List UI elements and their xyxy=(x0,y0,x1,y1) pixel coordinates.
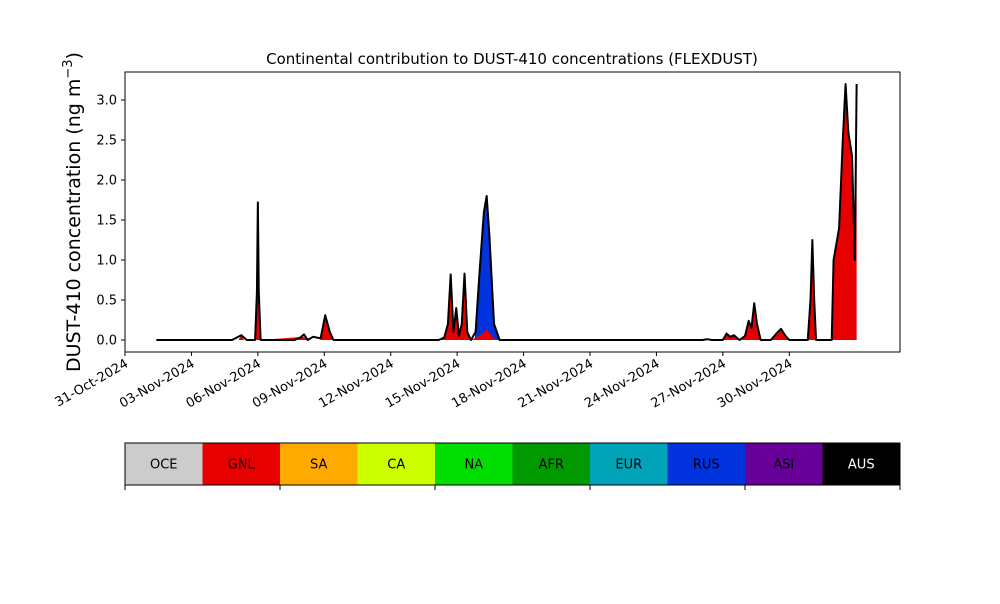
legend-label-ca: CA xyxy=(387,458,405,473)
legend-label-aus: AUS xyxy=(848,458,875,473)
legend-swatch-afr xyxy=(512,443,590,485)
y-tick-label: 3.0 xyxy=(96,94,117,109)
legend-swatch-rus xyxy=(667,443,745,485)
legend-swatch-asi xyxy=(745,443,823,485)
y-axis-label-close: ) xyxy=(63,52,85,59)
y-tick-label: 0.0 xyxy=(96,334,117,349)
y-tick-label: 0.5 xyxy=(96,294,117,309)
legend-swatch-ca xyxy=(357,443,435,485)
y-tick-label: 1.5 xyxy=(96,214,117,229)
y-tick-label: 2.5 xyxy=(96,134,117,149)
plot-area xyxy=(124,71,901,353)
legend-label-na: NA xyxy=(464,458,483,473)
legend-label-gnl: GNL xyxy=(228,458,256,473)
legend-label-rus: RUS xyxy=(693,458,720,473)
y-axis-label: DUST-410 concentration (ng m−3) xyxy=(61,52,85,372)
legend-label-sa: SA xyxy=(310,458,327,473)
legend-swatch-aus xyxy=(822,443,900,485)
legend-label-oce: OCE xyxy=(150,458,178,473)
series-group xyxy=(156,83,858,341)
legend-label-asi: ASI xyxy=(773,458,794,473)
y-axis: 0.0 0.5 1.0 1.5 2.0 2.5 3.0 xyxy=(96,94,125,349)
legend-label-eur: EUR xyxy=(615,458,642,473)
legend-swatch-gnl xyxy=(202,443,280,485)
legend-swatch-sa xyxy=(280,443,358,485)
plot-frame xyxy=(124,71,901,353)
legend-swatch-eur xyxy=(590,443,668,485)
legend-swatch-oce xyxy=(125,443,203,485)
x-axis: 31-Oct-202403-Nov-202406-Nov-202409-Nov-… xyxy=(53,352,795,411)
series-line-total xyxy=(156,83,858,341)
y-tick-label: 2.0 xyxy=(96,174,117,189)
legend-label-afr: AFR xyxy=(539,458,564,473)
y-tick-label: 1.0 xyxy=(96,254,117,269)
y-axis-label-exponent: −3 xyxy=(61,59,76,78)
legend-swatch-na xyxy=(435,443,513,485)
chart-title: Continental contribution to DUST-410 con… xyxy=(266,50,758,68)
legend-frame xyxy=(124,442,901,486)
series-area-rus xyxy=(474,196,500,340)
legend: OCE GNL SA CA NA AFR EUR RUS ASI AUS xyxy=(124,442,901,490)
series-area-gnl xyxy=(238,84,857,340)
x-tick-label: 30-Nov-2024 xyxy=(715,356,795,411)
y-axis-label-main: DUST-410 concentration (ng m xyxy=(63,79,85,372)
